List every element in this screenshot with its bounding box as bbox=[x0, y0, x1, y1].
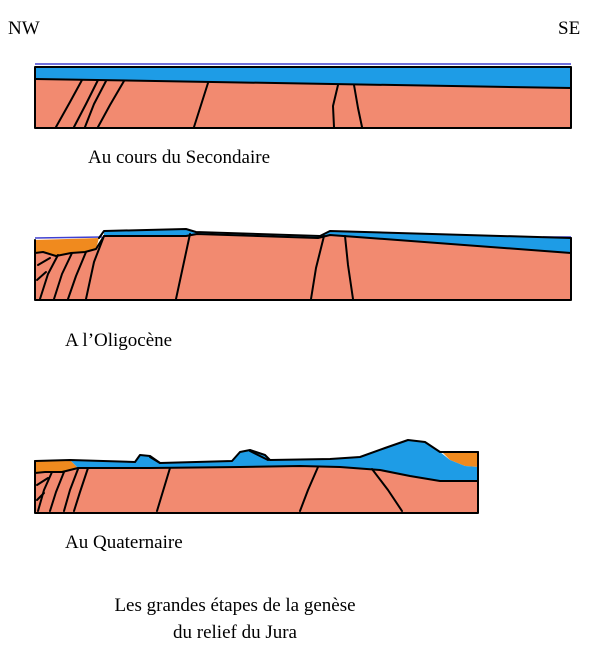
fault-lines bbox=[36, 450, 403, 512]
section-oligocene bbox=[34, 228, 572, 301]
basement-layer bbox=[35, 466, 478, 513]
section-frame bbox=[34, 66, 572, 129]
caption-secondaire: Au cours du Secondaire bbox=[88, 147, 271, 168]
fault-lines bbox=[36, 233, 354, 300]
section-secondaire bbox=[34, 63, 572, 129]
surface-profile bbox=[98, 228, 572, 239]
limestone-layer bbox=[35, 67, 571, 88]
section-quaternaire bbox=[34, 439, 479, 514]
layer-boundary bbox=[34, 465, 479, 482]
section-frame bbox=[34, 451, 479, 514]
figure-title: Les grandes étapes de la genèse du relie… bbox=[0, 592, 470, 646]
basement-layer bbox=[35, 79, 571, 128]
fault-lines bbox=[55, 79, 363, 128]
title-line-2: du relief du Jura bbox=[173, 622, 297, 643]
basement-layer bbox=[35, 234, 571, 300]
title-line-1: Les grandes étapes de la genèse bbox=[114, 595, 356, 616]
section-frame bbox=[34, 237, 572, 301]
layer-boundary bbox=[34, 233, 572, 257]
sea-surface-left bbox=[34, 236, 103, 239]
surface-profile bbox=[34, 439, 479, 464]
sediment-fill-right bbox=[442, 452, 478, 467]
label-southeast: SE bbox=[558, 18, 581, 39]
caption-quaternaire: Au Quaternaire bbox=[65, 532, 183, 553]
label-northwest: NW bbox=[8, 18, 40, 39]
caption-oligocene: A l’Oligocène bbox=[65, 330, 173, 351]
